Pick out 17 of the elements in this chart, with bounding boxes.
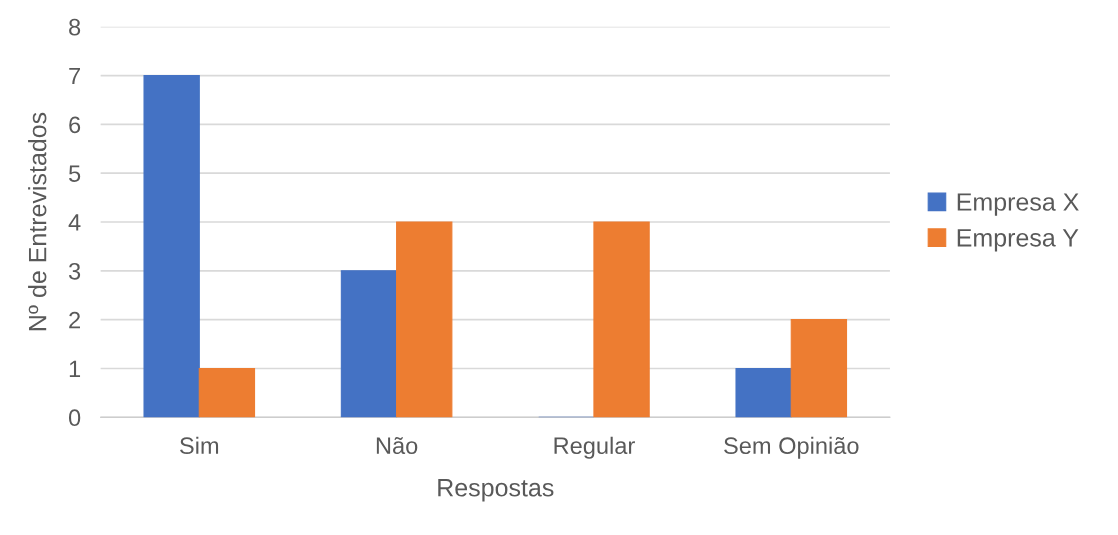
x-tick-label: Não — [376, 436, 418, 455]
y-tick-label: 0 — [68, 409, 81, 427]
x-tick-label: Sim — [180, 436, 219, 455]
legend-label: Empresa Y — [957, 229, 1079, 252]
x-tick-label: Regular — [554, 436, 635, 459]
y-tick-label: 7 — [69, 67, 80, 85]
y-axis-title: Nº de Entrevistados — [28, 112, 47, 331]
legend-label: Empresa X — [957, 193, 1079, 216]
y-tick-label: 1 — [69, 360, 81, 378]
y-tick-label: 5 — [68, 165, 81, 182]
y-tick-label: 6 — [69, 116, 81, 134]
y-tick-label: 4 — [68, 214, 81, 231]
y-tick-label: 8 — [69, 18, 81, 36]
y-tick-label: 2 — [69, 311, 80, 329]
x-axis-title: Respostas — [438, 479, 554, 502]
x-tick-label: Sem Opinião — [724, 436, 859, 459]
y-tick-label: 3 — [68, 262, 81, 280]
